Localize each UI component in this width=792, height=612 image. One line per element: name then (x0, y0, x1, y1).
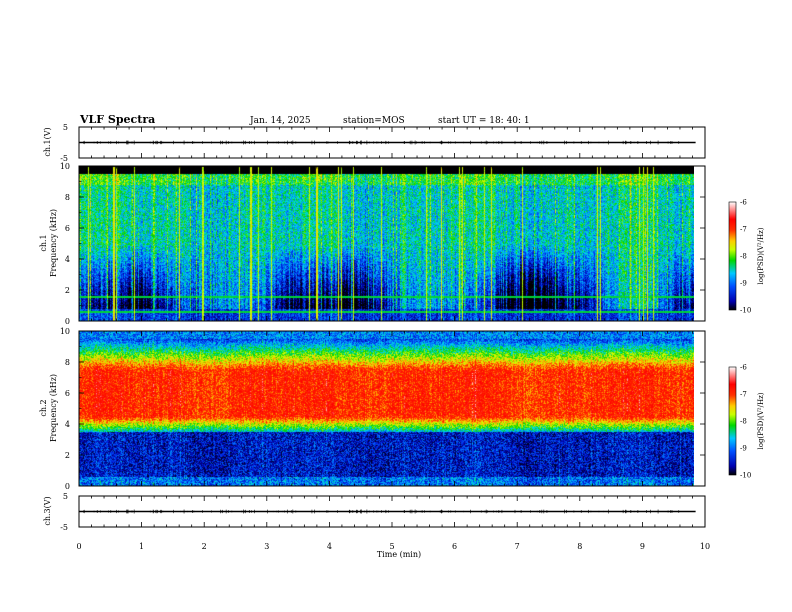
y-tick-label: 2 (65, 286, 70, 295)
ch2-colorbar-ticks: -10 -9 -8 -7 -6 (740, 364, 751, 480)
y-tick-label: 0 (65, 482, 70, 491)
ch1-yticks: 0 2 4 6 8 10 (60, 162, 705, 326)
x-tick-label: 8 (577, 542, 582, 551)
ch3-ytick-top: 5 (63, 492, 68, 501)
ch2-colorbar-label: log(PSD)(V²/Hz) (757, 392, 765, 449)
colorbar-tick-label: -7 (740, 391, 747, 399)
header-date: Jan. 14, 2025 (249, 116, 311, 126)
x-tick-label: 1 (139, 542, 144, 551)
ch1-waveform-spikes (83, 140, 680, 145)
ch3-waveform-panel: ch.3(V) 5 -5 (43, 492, 706, 532)
y-tick-label: 4 (65, 255, 70, 264)
y-tick-label: 6 (65, 224, 70, 233)
x-tick-labels: 0 1 2 3 4 5 6 7 8 9 10 (76, 542, 710, 551)
ch3-ytick-bottom: -5 (60, 523, 68, 532)
colorbar-tick-label: -9 (740, 280, 747, 288)
x-tick-label: 5 (389, 542, 394, 551)
ch3-waveform-axis (78, 496, 706, 527)
colorbar-tick-label: -9 (740, 445, 747, 453)
ch1-waveform-panel: ch.1(V) 5 -5 (43, 123, 706, 163)
ch3-waveform-ylabel: ch.3(V) (43, 496, 52, 525)
y-tick-label: 8 (65, 193, 70, 202)
y-tick-label: 4 (65, 420, 70, 429)
colorbar-tick-label: -10 (740, 307, 751, 315)
ch1-colorbar-ticks: -10 -9 -8 -7 -6 (740, 199, 751, 315)
header-station: station=MOS (343, 116, 405, 126)
ch2-colorbar (728, 366, 737, 476)
colorbar-tick-label: -7 (740, 226, 747, 234)
x-axis-label: Time (min) (377, 550, 421, 559)
x-tick-label: 10 (700, 542, 710, 551)
header-start-time: start UT = 18: 40: 1 (438, 116, 530, 126)
ch2-yticks: 0 2 4 6 8 10 (60, 327, 705, 491)
x-tick-label: 4 (327, 542, 332, 551)
ch1-ytick-bottom: -5 (60, 154, 68, 163)
y-tick-label: 10 (60, 327, 70, 336)
colorbar-tick-label: -8 (740, 253, 747, 261)
colorbar-tick-label: -8 (740, 418, 747, 426)
figure-title: VLF Spectra (79, 113, 155, 126)
x-tick-label: 6 (452, 542, 457, 551)
x-tick-label: 9 (640, 542, 645, 551)
ch1-spectrogram-axis (78, 166, 706, 321)
ch2-spectrogram-ylabel: ch.2Frequency (kHz) (39, 374, 58, 442)
ch2-spectrogram-image (79, 331, 694, 486)
ch1-waveform-axis (78, 127, 706, 158)
ch1-spectrogram-ylabel: ch.1Frequency (kHz) (39, 209, 58, 277)
y-tick-label: 10 (60, 162, 70, 171)
ch1-colorbar (728, 201, 737, 311)
ch1-colorbar-label: log(PSD)(V²/Hz) (757, 227, 765, 284)
ch1-waveform-ylabel: ch.1(V) (43, 127, 52, 156)
x-tick-label: 7 (515, 542, 520, 551)
colorbar-tick-label: -10 (740, 472, 751, 480)
x-tick-label: 2 (202, 542, 207, 551)
colorbar-tick-label: -6 (740, 199, 747, 207)
ch2-spectrogram-axis (78, 331, 706, 486)
ch3-waveform-spikes (83, 509, 680, 514)
x-tick-label: 0 (76, 542, 81, 551)
ch1-spectrogram-image (79, 166, 694, 321)
x-tick-label: 3 (264, 542, 269, 551)
colorbar-tick-label: -6 (740, 364, 747, 372)
y-tick-label: 2 (65, 451, 70, 460)
y-tick-label: 8 (65, 358, 70, 367)
ch1-ytick-top: 5 (63, 123, 68, 132)
y-tick-label: 0 (65, 317, 70, 326)
y-tick-label: 6 (65, 389, 70, 398)
